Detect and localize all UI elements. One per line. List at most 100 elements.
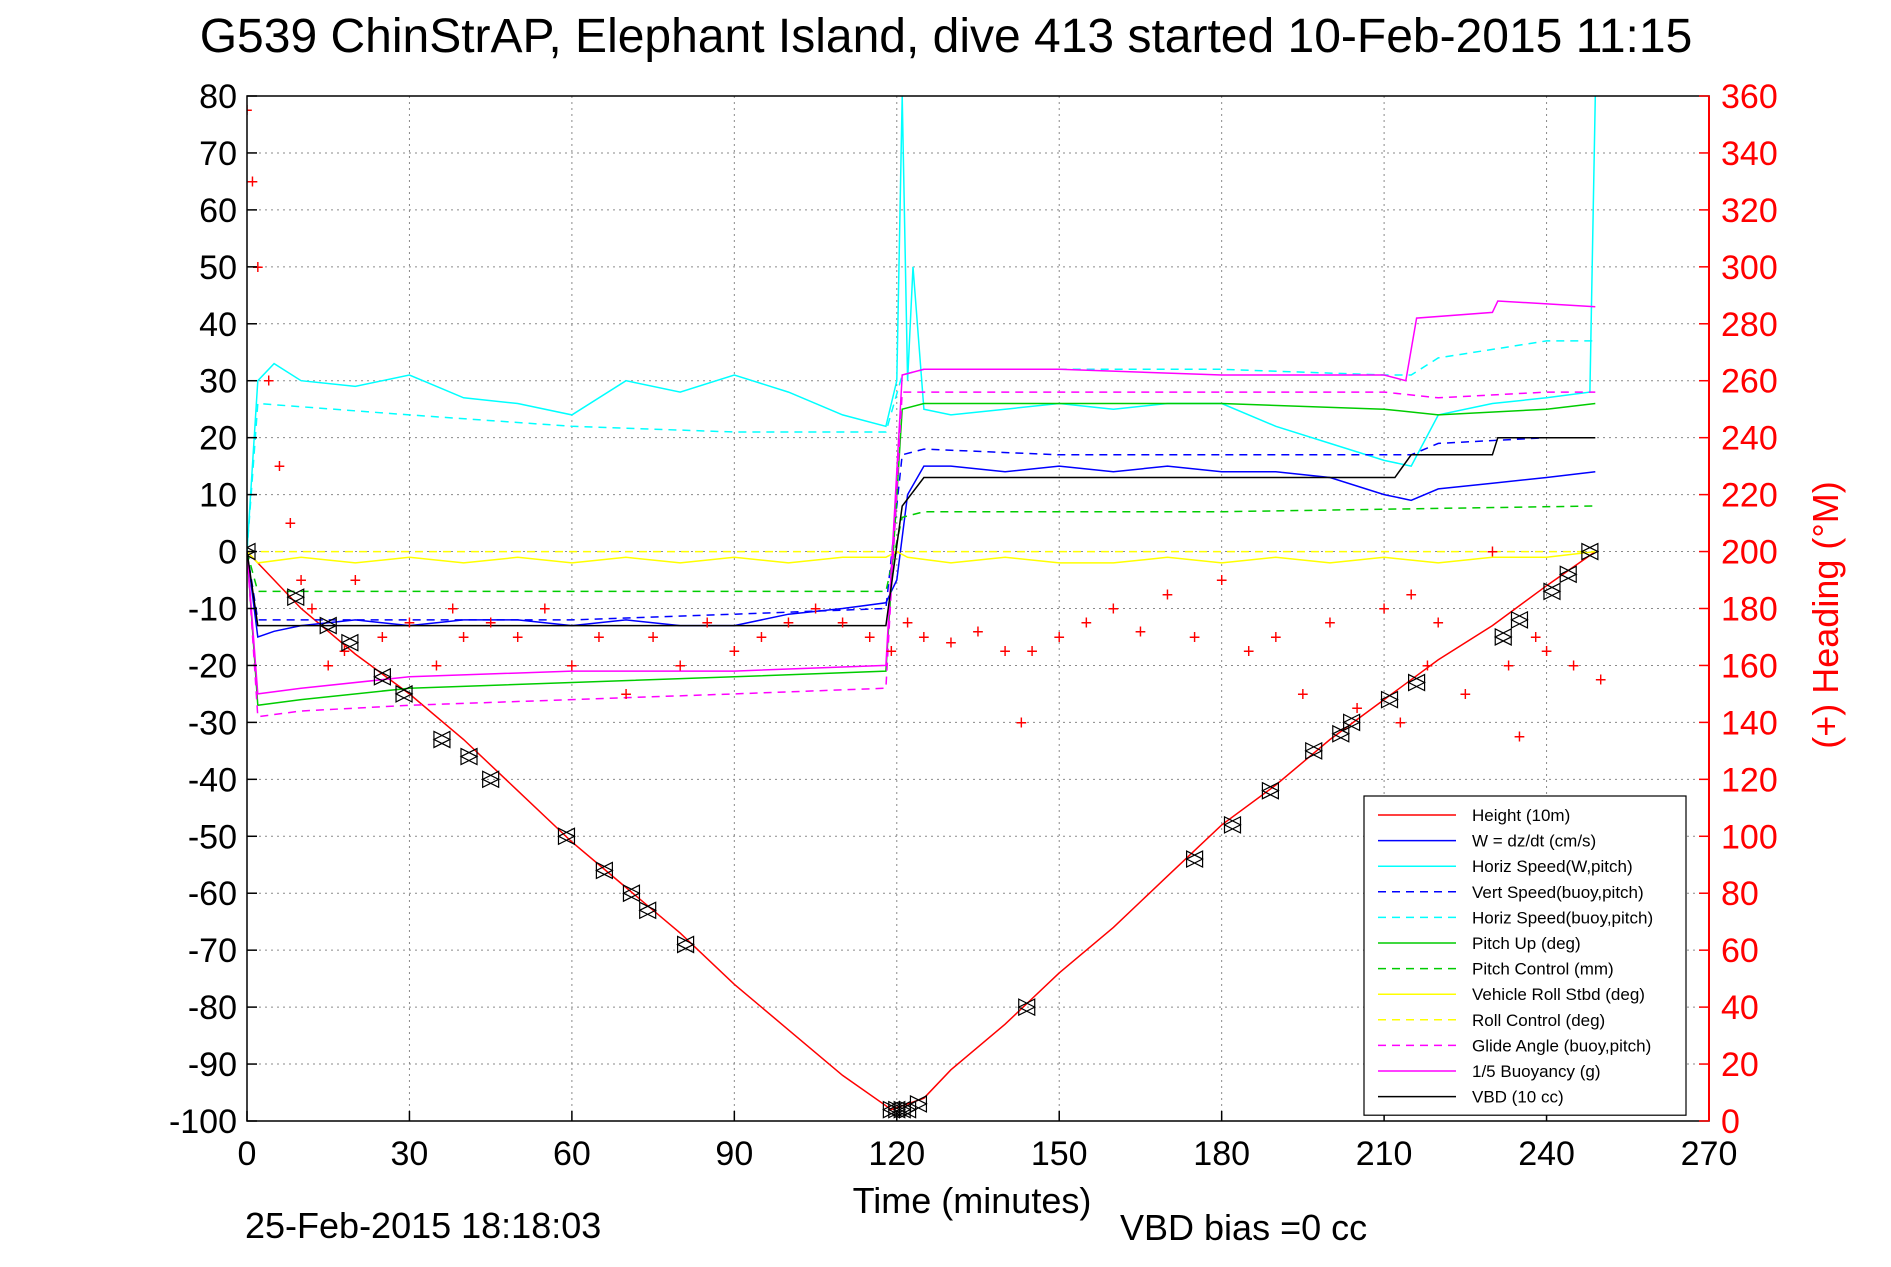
vbd-bias-footer: VBD bias =0 cc <box>1120 1207 1367 1248</box>
heading-point: + <box>1135 621 1147 643</box>
dive-marker <box>1185 850 1204 869</box>
heading-point: + <box>1015 712 1027 734</box>
y-tick-label: -20 <box>188 647 237 685</box>
heading-point: + <box>404 613 416 635</box>
y-tick-label: -60 <box>188 875 237 913</box>
legend: Height (10m) W = dz/dt (cm/s) Horiz Speed(… <box>1363 795 1687 1116</box>
heading-point: + <box>945 633 957 655</box>
dive-marker <box>638 901 658 920</box>
heading-point: + <box>620 684 632 706</box>
series-line-7 <box>247 505 1596 593</box>
series-line-3 <box>247 96 1597 552</box>
heading-point: + <box>447 599 459 621</box>
heading-point: + <box>377 627 389 649</box>
dive-marker <box>286 588 306 607</box>
heading-point: + <box>322 655 334 677</box>
y-tick-label: 10 <box>199 477 237 515</box>
heading-point: + <box>1405 584 1417 606</box>
heading-point: + <box>972 621 984 643</box>
heading-point: + <box>1297 684 1309 706</box>
heading-point: + <box>1595 670 1607 692</box>
heading-point: + <box>1162 584 1174 606</box>
heading-point: + <box>1503 655 1515 677</box>
right-tick-label: 180 <box>1721 591 1778 629</box>
heading-point: + <box>1514 727 1526 749</box>
right-tick-label: 220 <box>1721 477 1778 515</box>
series-line-12 <box>247 436 1596 627</box>
heading-point: + <box>999 641 1011 663</box>
heading-point: + <box>674 655 686 677</box>
series-layer: + + + + + + + + + + + + + + + + + + + + + + + + + + + + + + + + + + + + + + + +… <box>247 96 1607 1119</box>
right-tick-label: 80 <box>1721 875 1759 913</box>
dive-marker <box>432 730 452 749</box>
x-tick-label: 270 <box>1681 1135 1738 1173</box>
heading-point: + <box>1080 613 1092 635</box>
heading-point: + <box>647 627 659 649</box>
dive-marker <box>909 1094 928 1113</box>
x-tick-label: 120 <box>868 1135 925 1173</box>
heading-point: + <box>263 371 275 393</box>
dive-marker <box>481 770 501 789</box>
heading-point: + <box>918 627 930 649</box>
legend-entry: Glide Angle (buoy,pitch) <box>1472 1036 1651 1055</box>
timestamp-footer: 25-Feb-2015 18:18:03 <box>245 1205 601 1246</box>
dive-marker <box>557 827 576 846</box>
right-tick-label: 40 <box>1721 989 1759 1027</box>
legend-entry: Pitch Control (mm) <box>1472 960 1614 979</box>
y-tick-label: 20 <box>199 420 237 458</box>
right-tick-label: 360 <box>1721 78 1778 116</box>
series-line-8 <box>247 550 1596 564</box>
heading-point: + <box>837 613 849 635</box>
heading-point: + <box>252 257 264 279</box>
right-tick-label: 120 <box>1721 761 1778 799</box>
right-tick-label: 200 <box>1721 534 1778 572</box>
series-line-6 <box>247 402 1596 707</box>
legend-entry: 1/5 Buoyancy (g) <box>1472 1062 1601 1081</box>
heading-point: + <box>1568 655 1580 677</box>
axes: 0 30 60 90 120 150 180 210 240 270 80 70 60 50 40 30 20 1… <box>169 78 1778 1173</box>
heading-point: + <box>1487 542 1499 564</box>
y-tick-label: 0 <box>218 534 237 572</box>
y-tick-label: 80 <box>199 78 237 116</box>
heading-point: + <box>1216 570 1228 592</box>
x-tick-label: 0 <box>238 1135 257 1173</box>
right-tick-label: 300 <box>1721 249 1778 287</box>
legend-entry: Horiz Speed(W,pitch) <box>1472 857 1633 876</box>
legend-entry: VBD (10 cc) <box>1472 1088 1564 1107</box>
heading-point: + <box>247 171 259 193</box>
heading-point: + <box>1053 627 1065 649</box>
dive-marker <box>1223 815 1242 834</box>
right-tick-label: 240 <box>1721 420 1778 458</box>
y-tick-label: -80 <box>188 989 237 1027</box>
heading-point: + <box>1026 641 1038 663</box>
dive-marker <box>1342 713 1361 732</box>
right-tick-label: 20 <box>1721 1046 1759 1084</box>
heading-point: + <box>728 641 740 663</box>
heading-point: + <box>1395 712 1407 734</box>
heading-point: + <box>485 613 497 635</box>
x-tick-label: 180 <box>1193 1135 1250 1173</box>
heading-point: + <box>701 613 713 635</box>
dive-marker <box>622 884 641 903</box>
heading-point: + <box>1108 599 1120 621</box>
legend-entry: Pitch Up (deg) <box>1472 934 1581 953</box>
heading-point: + <box>593 627 605 649</box>
y-tick-label: 50 <box>199 249 237 287</box>
right-axis-label: (+) Heading (°M) <box>1805 481 1846 748</box>
heading-point: + <box>902 613 914 635</box>
y-tick-label: 60 <box>199 192 237 230</box>
heading-point: + <box>512 627 524 649</box>
heading-point: + <box>1324 613 1336 635</box>
x-tick-label: 150 <box>1031 1135 1088 1173</box>
y-tick-label: -100 <box>169 1103 237 1141</box>
dive-marker <box>1493 628 1513 646</box>
legend-entry: Vehicle Roll Stbd (deg) <box>1472 985 1645 1004</box>
right-tick-label: 100 <box>1721 818 1778 856</box>
legend-entry: Height (10m) <box>1472 806 1570 825</box>
right-tick-label: 160 <box>1721 647 1778 685</box>
dive-marker <box>318 616 338 635</box>
heading-point: + <box>284 513 296 535</box>
dive-marker <box>459 747 479 766</box>
dive-marker <box>1580 542 1600 561</box>
